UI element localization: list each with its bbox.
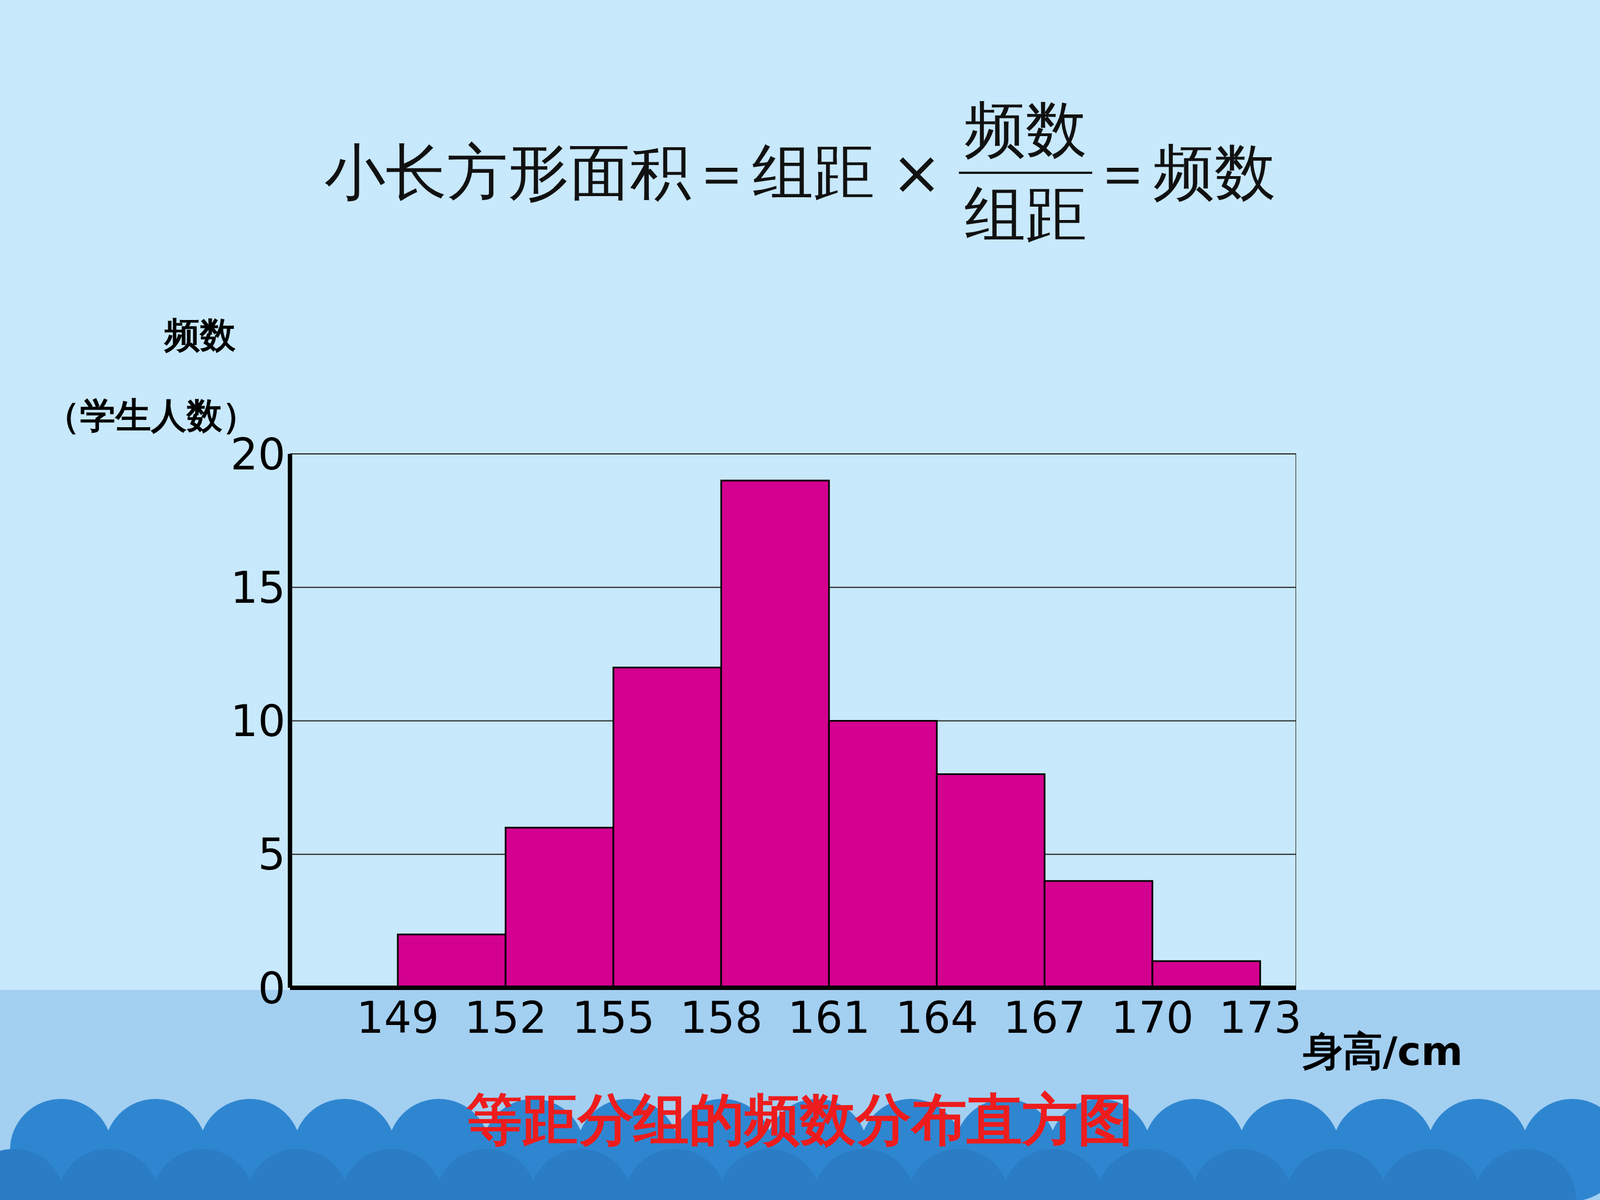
svg-text:155: 155 <box>572 992 655 1043</box>
svg-text:161: 161 <box>787 992 871 1043</box>
html-text:（学生人数）: （学生人数） <box>44 395 258 437</box>
html-text:＝频数: ＝频数 <box>1092 136 1276 208</box>
svg-text:170: 170 <box>1111 992 1194 1043</box>
svg-text:173: 173 <box>1218 992 1302 1043</box>
svg-text:20: 20 <box>230 429 286 480</box>
svg-text:152: 152 <box>464 992 548 1043</box>
html-text:组距: 组距 <box>964 178 1087 250</box>
svg-text:158: 158 <box>680 992 763 1043</box>
html-text:频数: 频数 <box>964 93 1087 165</box>
svg-text:164: 164 <box>895 992 979 1043</box>
svg-text:5: 5 <box>257 829 286 880</box>
html-text:频数: 频数 <box>164 314 236 356</box>
html-text:小长方形面积＝组距 ×: 小长方形面积＝组距 × <box>324 136 943 209</box>
svg-text:149: 149 <box>356 992 440 1043</box>
html-text:等距分组的频数分布直方图: 等距分组的频数分布直方图 <box>466 1087 1134 1153</box>
svg-text:15: 15 <box>230 562 286 613</box>
svg-text:0: 0 <box>257 963 286 1014</box>
svg-text:10: 10 <box>230 696 286 747</box>
svg-text:167: 167 <box>1003 992 1087 1043</box>
html-text:身高/cm: 身高/cm <box>1302 1027 1463 1075</box>
